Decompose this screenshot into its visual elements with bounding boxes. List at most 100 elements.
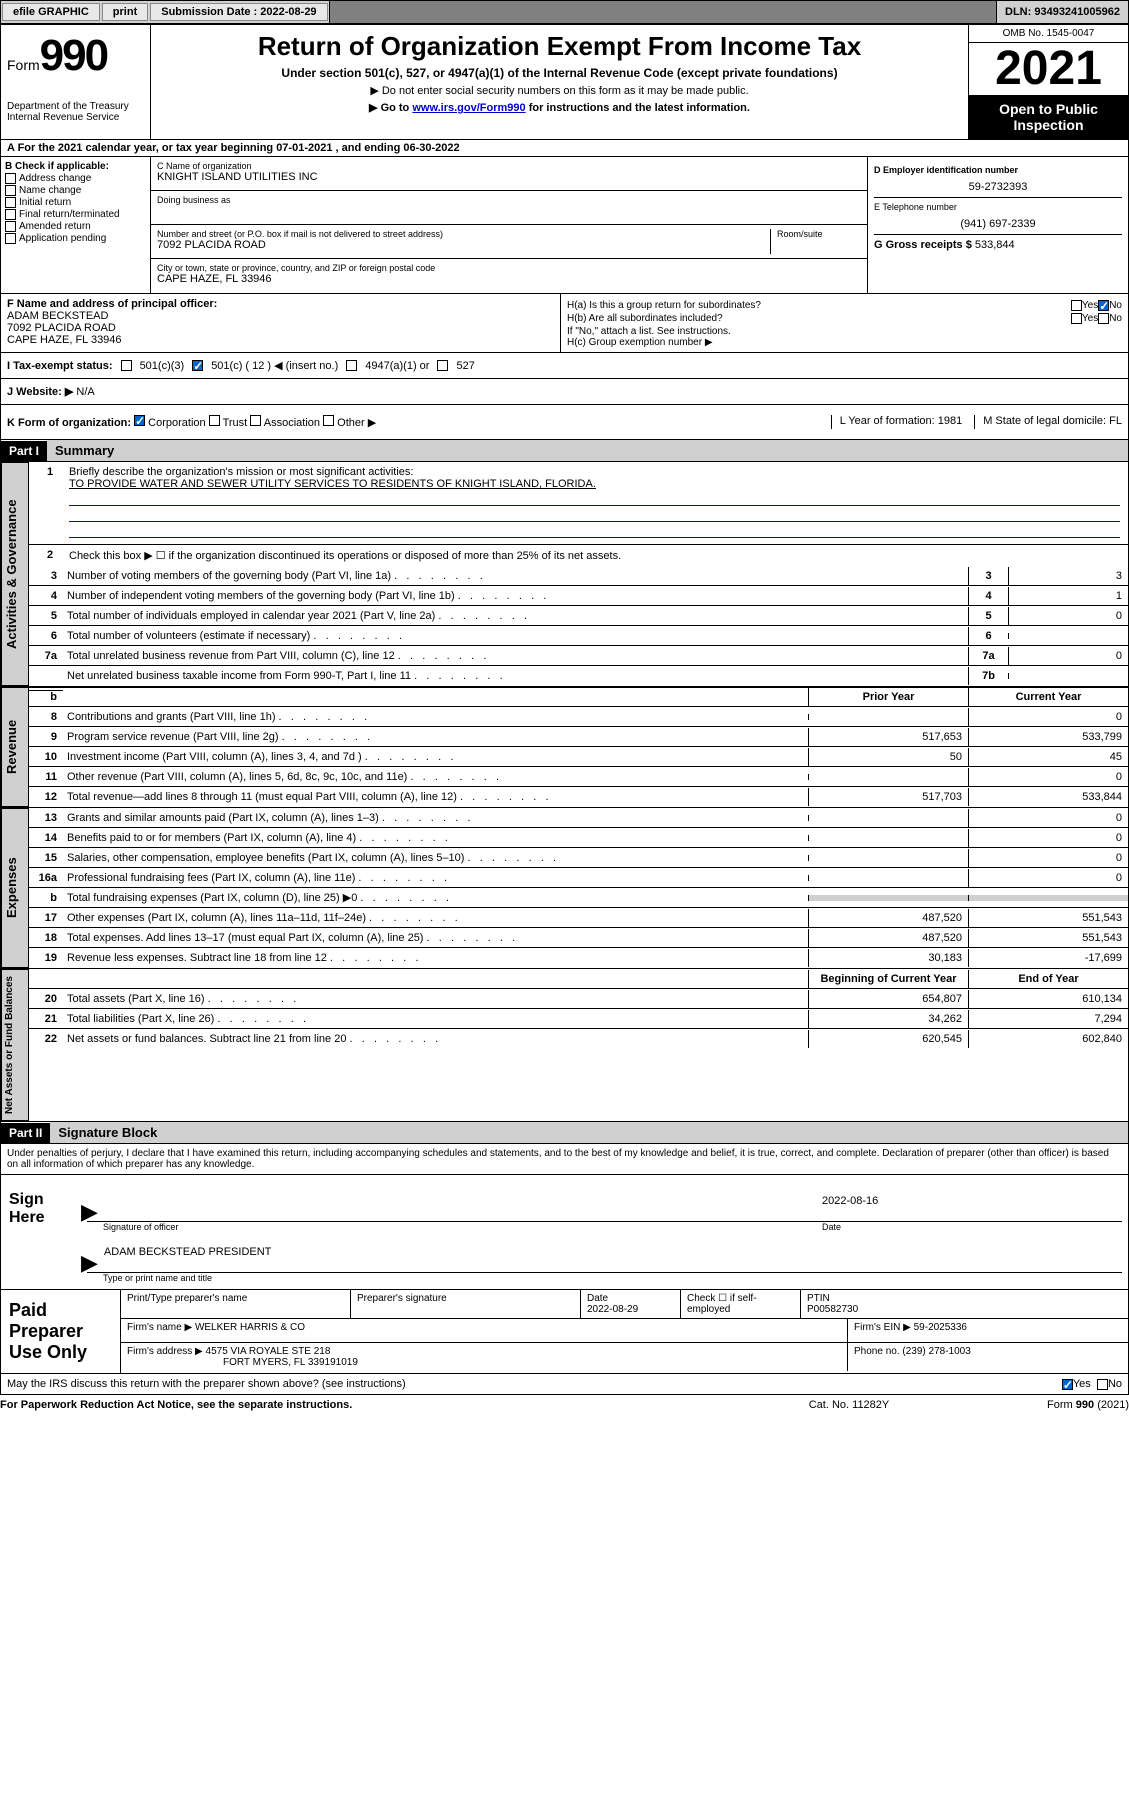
officer-city: CAPE HAZE, FL 33946 xyxy=(7,334,554,346)
officer-label: F Name and address of principal officer: xyxy=(7,298,554,310)
vert-governance: Activities & Governance xyxy=(1,462,29,686)
hb-no[interactable] xyxy=(1098,313,1109,324)
line-9: 9Program service revenue (Part VIII, lin… xyxy=(29,727,1128,747)
street: 7092 PLACIDA ROAD xyxy=(157,239,764,251)
street-label: Number and street (or P.O. box if mail i… xyxy=(157,229,764,239)
line-17: 17Other expenses (Part IX, column (A), l… xyxy=(29,908,1128,928)
chk-address[interactable] xyxy=(5,173,16,184)
form-subtitle: Under section 501(c), 527, or 4947(a)(1)… xyxy=(157,66,962,80)
topbar: efile GRAPHIC print Submission Date : 20… xyxy=(0,0,1129,24)
form-header: Form990 Department of the Treasury Inter… xyxy=(0,24,1129,140)
dln: DLN: 93493241005962 xyxy=(997,6,1128,18)
summary-netassets: Net Assets or Fund Balances Beginning of… xyxy=(0,969,1129,1122)
city-label: City or town, state or province, country… xyxy=(157,263,861,273)
irs-no[interactable] xyxy=(1097,1379,1108,1390)
chk-initial[interactable] xyxy=(5,197,16,208)
line-14: 14Benefits paid to or for members (Part … xyxy=(29,828,1128,848)
form-title: Return of Organization Exempt From Incom… xyxy=(157,31,962,62)
city: CAPE HAZE, FL 33946 xyxy=(157,273,861,285)
line-21: 21Total liabilities (Part X, line 26)34,… xyxy=(29,1009,1128,1029)
chk-pending[interactable] xyxy=(5,233,16,244)
row-a-period: A For the 2021 calendar year, or tax yea… xyxy=(0,140,1129,157)
form-number: Form990 xyxy=(7,31,144,81)
irs-yes[interactable] xyxy=(1062,1379,1073,1390)
summary-revenue: Revenue b Prior Year Current Year 8Contr… xyxy=(0,687,1129,808)
row-j-website: J Website: ▶ N/A xyxy=(0,379,1129,405)
line-5: 5Total number of individuals employed in… xyxy=(29,606,1128,626)
line-8: 8Contributions and grants (Part VIII, li… xyxy=(29,707,1128,727)
col-d-ein: D Employer identification number 59-2732… xyxy=(868,157,1128,293)
summary-governance: Activities & Governance 1 Briefly descri… xyxy=(0,462,1129,687)
row-k-form-org: K Form of organization: Corporation Trus… xyxy=(0,405,1129,440)
chk-amended[interactable] xyxy=(5,221,16,232)
row-i-tax-status: I Tax-exempt status: 501(c)(3) 501(c) ( … xyxy=(0,353,1129,379)
q1: Briefly describe the organization's miss… xyxy=(69,466,413,478)
irs-link[interactable]: www.irs.gov/Form990 xyxy=(412,102,525,114)
line-10: 10Investment income (Part VIII, column (… xyxy=(29,747,1128,767)
chk-527[interactable] xyxy=(437,360,448,371)
col-beg-hdr: Beginning of Current Year xyxy=(808,970,968,988)
q2: Check this box ▶ ☐ if the organization d… xyxy=(69,550,621,562)
note-ssn: ▶ Do not enter social security numbers o… xyxy=(157,84,962,97)
chk-final[interactable] xyxy=(5,209,16,220)
print-button[interactable]: print xyxy=(102,3,148,21)
col-c-org: C Name of organization KNIGHT ISLAND UTI… xyxy=(151,157,868,293)
col-end-hdr: End of Year xyxy=(968,970,1128,988)
vert-revenue: Revenue xyxy=(1,687,29,807)
officer-name-title: ADAM BECKSTEAD PRESIDENT xyxy=(104,1246,1122,1272)
sign-date: 2022-08-16 xyxy=(822,1195,1122,1221)
chk-501c[interactable] xyxy=(192,360,203,371)
sign-here: Sign Here ▶ 2022-08-16 Signature of offi… xyxy=(0,1175,1129,1290)
ha-yes[interactable] xyxy=(1071,300,1082,311)
dba-label: Doing business as xyxy=(157,195,861,205)
footer: For Paperwork Reduction Act Notice, see … xyxy=(0,1395,1129,1415)
note-link: ▶ Go to www.irs.gov/Form990 for instruct… xyxy=(157,101,962,114)
line-3: 3Number of voting members of the governi… xyxy=(29,566,1128,586)
line-6: 6Total number of volunteers (estimate if… xyxy=(29,626,1128,646)
ein-label: D Employer identification number xyxy=(874,165,1122,175)
hb-question: H(b) Are all subordinates included? xyxy=(567,313,1071,324)
chk-4947[interactable] xyxy=(346,360,357,371)
tel: (941) 697-2339 xyxy=(874,212,1122,230)
chk-assoc[interactable] xyxy=(250,415,261,426)
line-4: 4Number of independent voting members of… xyxy=(29,586,1128,606)
chk-other[interactable] xyxy=(323,415,334,426)
col-prior-hdr: Prior Year xyxy=(808,688,968,706)
mission: TO PROVIDE WATER AND SEWER UTILITY SERVI… xyxy=(69,478,596,490)
may-irs-discuss: May the IRS discuss this return with the… xyxy=(0,1374,1129,1395)
ha-no[interactable] xyxy=(1098,300,1109,311)
tax-year: 2021 xyxy=(969,43,1128,95)
summary-expenses: Expenses 13Grants and similar amounts pa… xyxy=(0,808,1129,969)
chk-501c3[interactable] xyxy=(121,360,132,371)
dept-treasury: Department of the Treasury Internal Reve… xyxy=(7,101,144,123)
col-curr-hdr: Current Year xyxy=(968,688,1128,706)
submission-date: Submission Date : 2022-08-29 xyxy=(150,3,327,21)
line-16a: 16aProfessional fundraising fees (Part I… xyxy=(29,868,1128,888)
line-12: 12Total revenue—add lines 8 through 11 (… xyxy=(29,787,1128,807)
org-name-label: C Name of organization xyxy=(157,161,861,171)
chk-name[interactable] xyxy=(5,185,16,196)
state-domicile: M State of legal domicile: FL xyxy=(974,415,1122,429)
year-formation: L Year of formation: 1981 xyxy=(831,415,963,429)
part2-header: Part II Signature Block xyxy=(0,1122,1129,1144)
section-bcd: B Check if applicable: Address change Na… xyxy=(0,157,1129,294)
efile-label: efile GRAPHIC xyxy=(2,3,100,21)
line-b: bTotal fundraising expenses (Part IX, co… xyxy=(29,888,1128,908)
line-18: 18Total expenses. Add lines 13–17 (must … xyxy=(29,928,1128,948)
tel-label: E Telephone number xyxy=(874,202,1122,212)
col-b-checkboxes: B Check if applicable: Address change Na… xyxy=(1,157,151,293)
hb-yes[interactable] xyxy=(1071,313,1082,324)
officer-name: ADAM BECKSTEAD xyxy=(7,310,554,322)
line-11: 11Other revenue (Part VIII, column (A), … xyxy=(29,767,1128,787)
org-name: KNIGHT ISLAND UTILITIES INC xyxy=(157,171,861,183)
topbar-fill xyxy=(329,1,997,23)
line-15: 15Salaries, other compensation, employee… xyxy=(29,848,1128,868)
chk-corp[interactable] xyxy=(134,415,145,426)
paid-preparer: Paid Preparer Use Only Print/Type prepar… xyxy=(0,1290,1129,1374)
hb-note: If "No," attach a list. See instructions… xyxy=(567,326,1122,337)
chk-trust[interactable] xyxy=(209,415,220,426)
line-22: 22Net assets or fund balances. Subtract … xyxy=(29,1029,1128,1049)
line-13: 13Grants and similar amounts paid (Part … xyxy=(29,808,1128,828)
row-fh: F Name and address of principal officer:… xyxy=(0,294,1129,353)
gross-label: G Gross receipts $ xyxy=(874,239,972,251)
